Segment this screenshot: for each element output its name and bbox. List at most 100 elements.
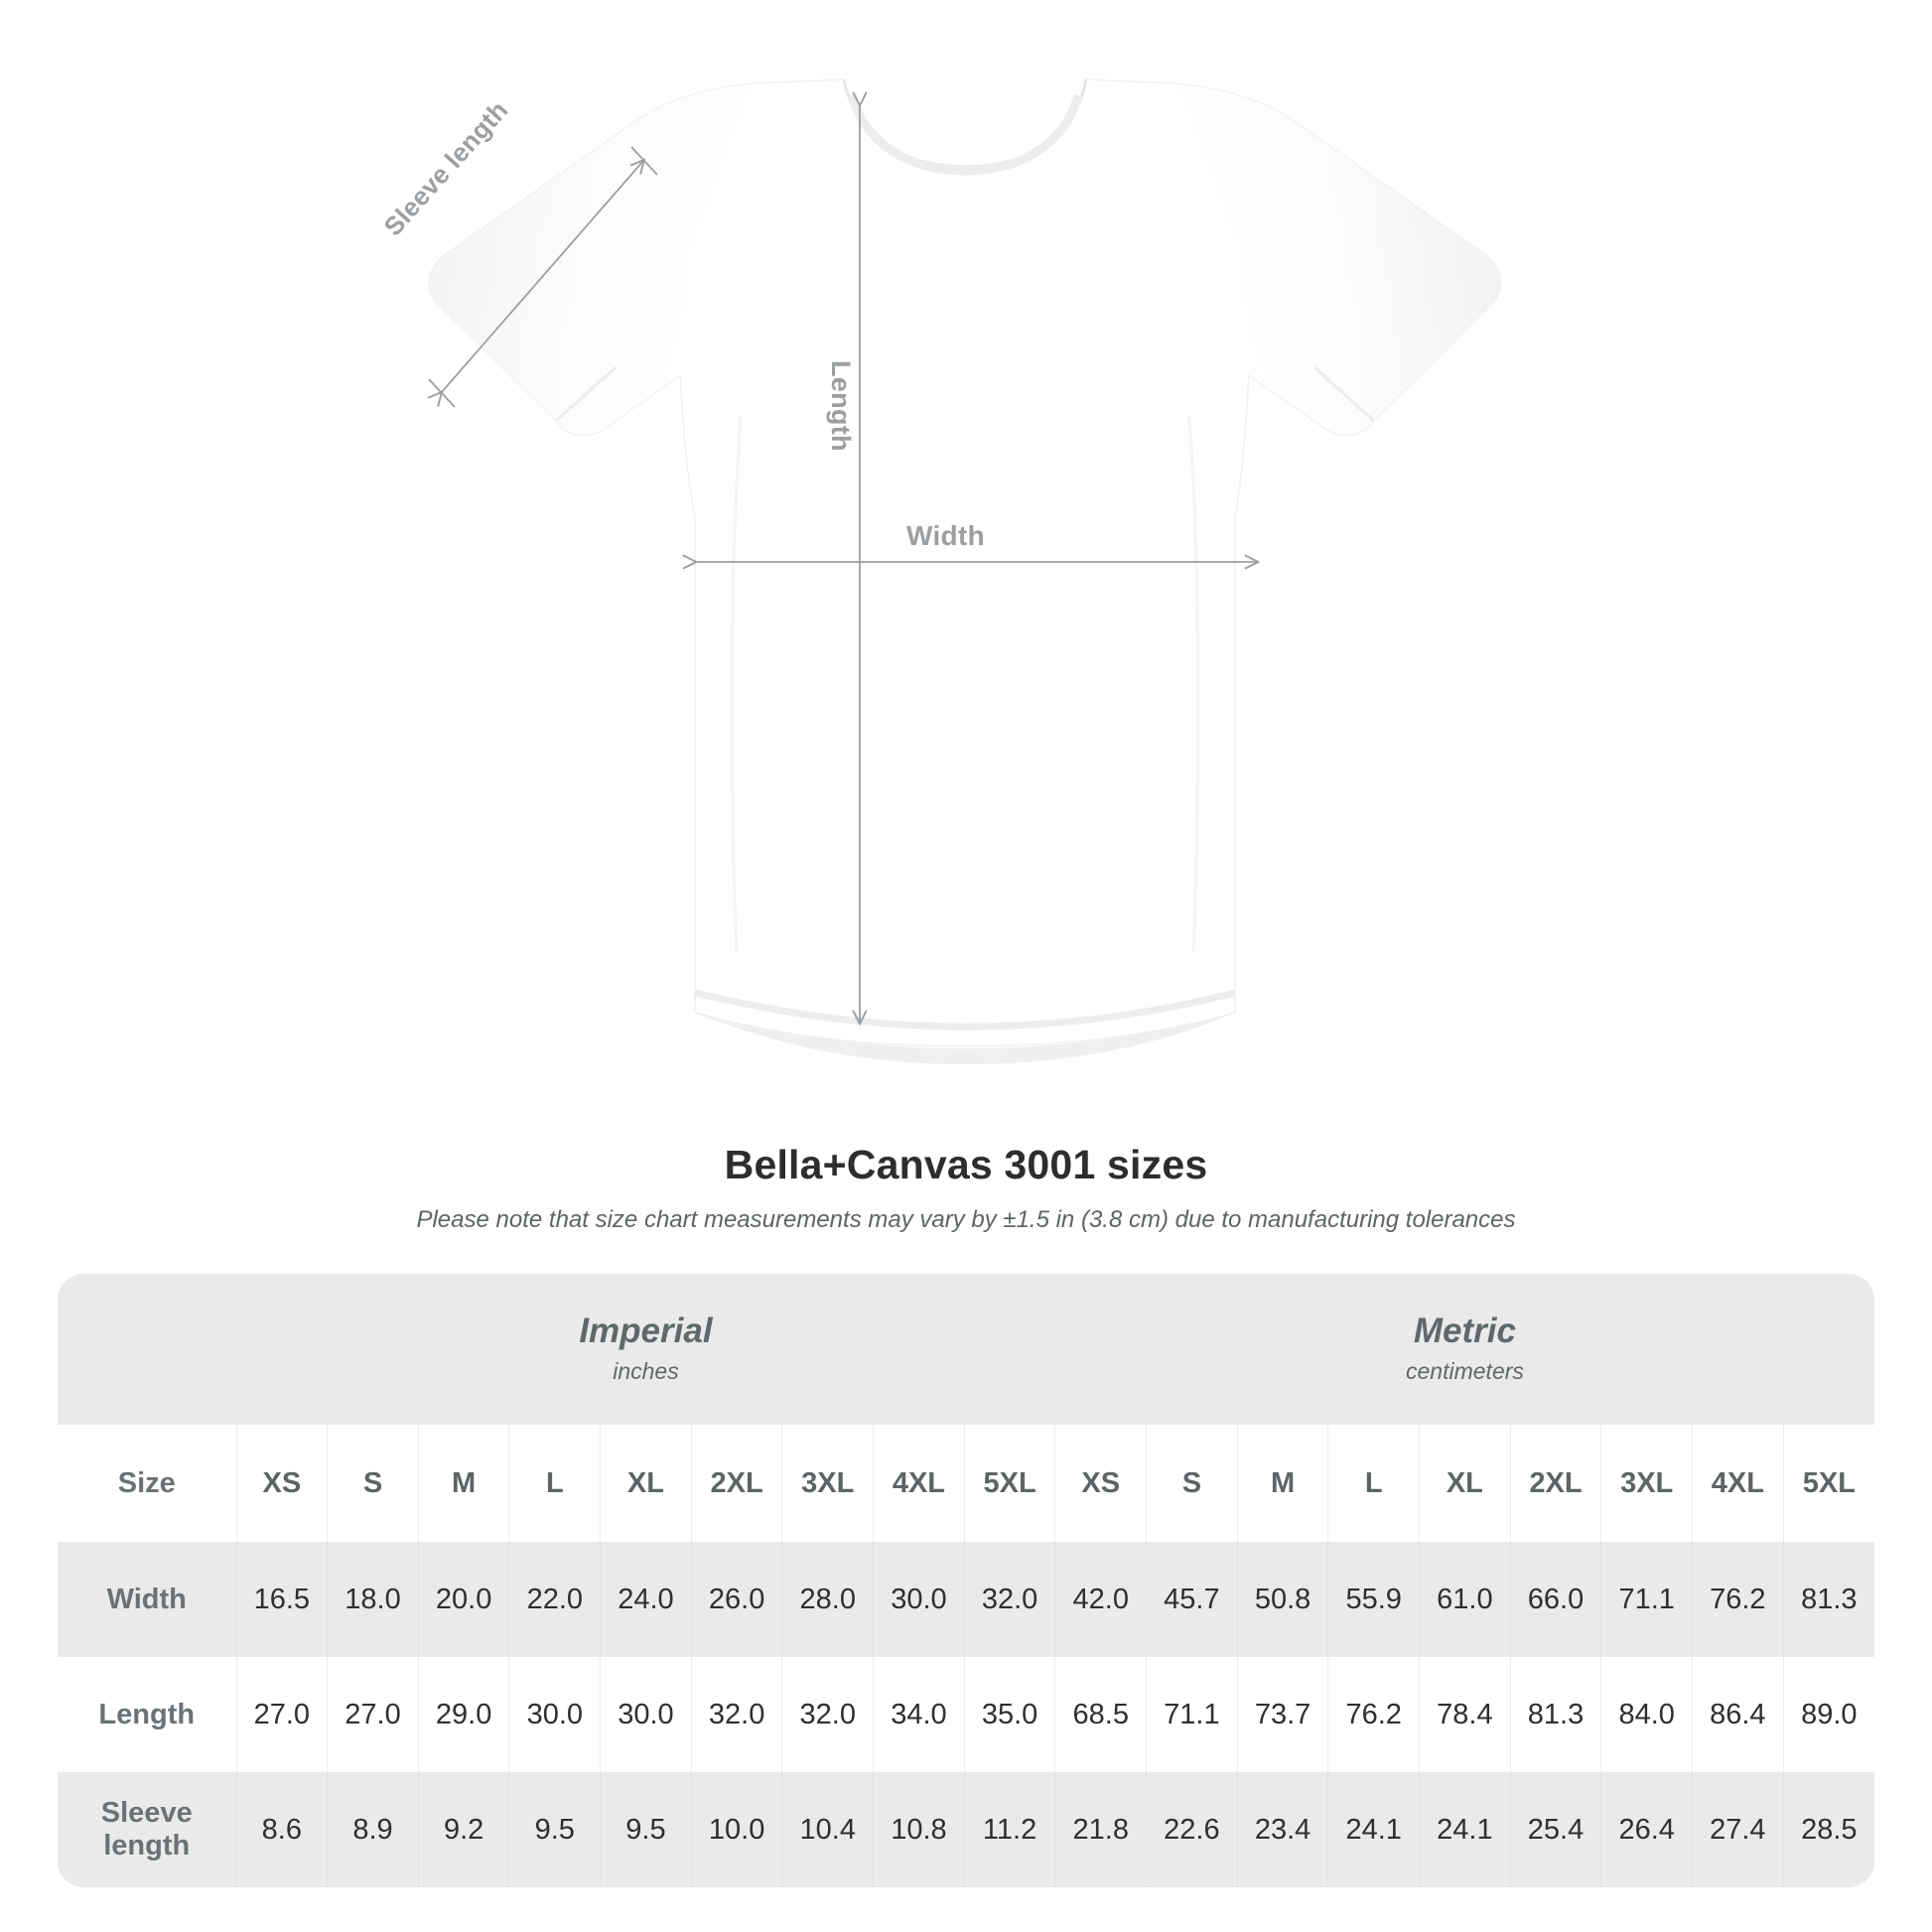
size-column-header-label: 4XL (892, 1466, 946, 1499)
table-cell: 81.3 (1509, 1657, 1601, 1772)
size-column-header-label: M (1270, 1466, 1296, 1499)
tshirt-bottom-hem (694, 989, 1236, 1031)
size-column-header-label: 3XL (1620, 1466, 1674, 1499)
table-cell: 9.2 (417, 1772, 509, 1887)
table-cell: 10.8 (873, 1772, 965, 1887)
unit-group-name: Metric (1413, 1311, 1516, 1351)
size-chart-table: Imperial inches Metric centimeters Size XS S M L… (58, 1274, 1874, 1887)
table-cell: 30.0 (508, 1657, 601, 1772)
table-cell: 73.7 (1236, 1657, 1328, 1772)
size-column-header-label: XS (262, 1466, 302, 1499)
table-cell: 21.8 (1054, 1772, 1147, 1887)
size-column-header-label: S (1181, 1466, 1202, 1499)
row-header: Sleeve length (58, 1772, 236, 1887)
table-row: Width 16.5 18.0 20.0 22.0 24.0 26.0 28.0 30.0 32.… (58, 1542, 1874, 1657)
table-cell: 24.1 (1419, 1772, 1511, 1887)
row-header: Length (58, 1657, 236, 1772)
table-cell: 86.4 (1692, 1657, 1784, 1772)
table-cell: 55.9 (1327, 1542, 1420, 1657)
dimension-lines (429, 104, 1257, 1023)
table-cell: 9.5 (600, 1772, 692, 1887)
table-cell: 8.9 (327, 1772, 419, 1887)
table-cell: 32.0 (963, 1542, 1055, 1657)
table-cell: 11.2 (963, 1772, 1055, 1887)
row-header-label: Sleeve length (100, 1797, 193, 1862)
table-cell: 50.8 (1236, 1542, 1328, 1657)
table-cell: 76.2 (1692, 1542, 1784, 1657)
table-cell: 81.3 (1782, 1542, 1874, 1657)
table-cell: 8.6 (235, 1772, 328, 1887)
unit-group-unit: centimeters (1406, 1357, 1524, 1384)
table-row: Sleeve length 8.6 8.9 9.2 9.5 9.5 10.0 10.4 10.8… (58, 1772, 1874, 1887)
size-column-header: 3XL (781, 1425, 874, 1542)
table-cell: 27.0 (235, 1657, 328, 1772)
size-column-header: 2XL (690, 1425, 782, 1542)
length-label: Length (826, 360, 856, 452)
size-column-header-label: M (452, 1466, 477, 1499)
table-cell: 26.4 (1600, 1772, 1693, 1887)
width-label: Width (906, 520, 985, 551)
size-column-header: S (1146, 1425, 1238, 1542)
size-column-header-label: S (362, 1466, 383, 1499)
size-column-header: 3XL (1600, 1425, 1693, 1542)
size-column-header-label: 3XL (801, 1466, 855, 1499)
size-header-row: Size XS S M L XL 2XL 3XL 4XL 5XL XS S M L XL 2XL 3XL 4XL 5… (58, 1425, 1874, 1542)
table-cell: 10.4 (781, 1772, 874, 1887)
table-cell: 18.0 (327, 1542, 419, 1657)
table-cell: 45.7 (1146, 1542, 1238, 1657)
table-cell: 16.5 (235, 1542, 328, 1657)
table-cell: 30.0 (600, 1657, 692, 1772)
table-cell: 78.4 (1419, 1657, 1511, 1772)
size-column-header: L (1327, 1425, 1420, 1542)
unit-row-spacer (58, 1274, 236, 1425)
table-cell: 22.6 (1146, 1772, 1238, 1887)
size-column-header-label: L (1364, 1466, 1383, 1499)
size-chart-table-wrap: Imperial inches Metric centimeters Size XS S M L… (58, 1274, 1874, 1887)
tshirt-hem-shadow (695, 1013, 1235, 1064)
size-column-header: 5XL (963, 1425, 1055, 1542)
row-header-size: Size (58, 1425, 236, 1542)
table-cell: 28.5 (1782, 1772, 1874, 1887)
tshirt-illustration-svg (0, 78, 1502, 1064)
size-column-header-label: XS (1081, 1466, 1121, 1499)
row-header: Width (58, 1542, 236, 1657)
size-column-header-label: L (545, 1466, 564, 1499)
table-cell: 34.0 (873, 1657, 965, 1772)
table-cell: 20.0 (417, 1542, 509, 1657)
table-cell: 27.0 (327, 1657, 419, 1772)
tshirt-shape (428, 78, 1502, 1064)
size-column-header-label: XL (1446, 1466, 1483, 1499)
size-column-header: 2XL (1509, 1425, 1601, 1542)
size-column-header: L (508, 1425, 601, 1542)
sleeve-length-dimension-line (441, 161, 643, 393)
table-cell: 84.0 (1600, 1657, 1693, 1772)
table-cell: 24.0 (600, 1542, 692, 1657)
size-column-header-label: 2XL (710, 1466, 763, 1499)
table-cell: 30.0 (873, 1542, 965, 1657)
row-header-label: Width (106, 1583, 187, 1615)
size-column-header-label: 2XL (1529, 1466, 1583, 1499)
table-cell: 71.1 (1146, 1657, 1238, 1772)
table-cell: 68.5 (1054, 1657, 1147, 1772)
unit-group-imperial: Imperial inches (236, 1274, 1055, 1425)
table-cell: 35.0 (963, 1657, 1055, 1772)
table-cell: 32.0 (690, 1657, 782, 1772)
page-subtitle-note: Please note that size chart measurements… (416, 1206, 1516, 1233)
size-column-header: 5XL (1782, 1425, 1874, 1542)
table-cell: 22.0 (508, 1542, 601, 1657)
size-column-header: M (417, 1425, 509, 1542)
size-column-header-label: 4XL (1711, 1466, 1764, 1499)
size-column-header: M (1236, 1425, 1328, 1542)
sleeve-tick-upper (630, 146, 658, 176)
unit-group-name: Imperial (579, 1311, 713, 1351)
table-cell: 10.0 (690, 1772, 782, 1887)
size-column-header: XS (235, 1425, 328, 1542)
row-header-size-label: Size (117, 1466, 176, 1499)
size-column-header-label: 5XL (983, 1466, 1036, 1499)
table-cell: 89.0 (1782, 1657, 1874, 1772)
table-cell: 23.4 (1236, 1772, 1328, 1887)
table-cell: 66.0 (1509, 1542, 1601, 1657)
unit-group-row: Imperial inches Metric centimeters (58, 1274, 1874, 1425)
size-column-header: XS (1054, 1425, 1147, 1542)
table-cell: 42.0 (1054, 1542, 1147, 1657)
